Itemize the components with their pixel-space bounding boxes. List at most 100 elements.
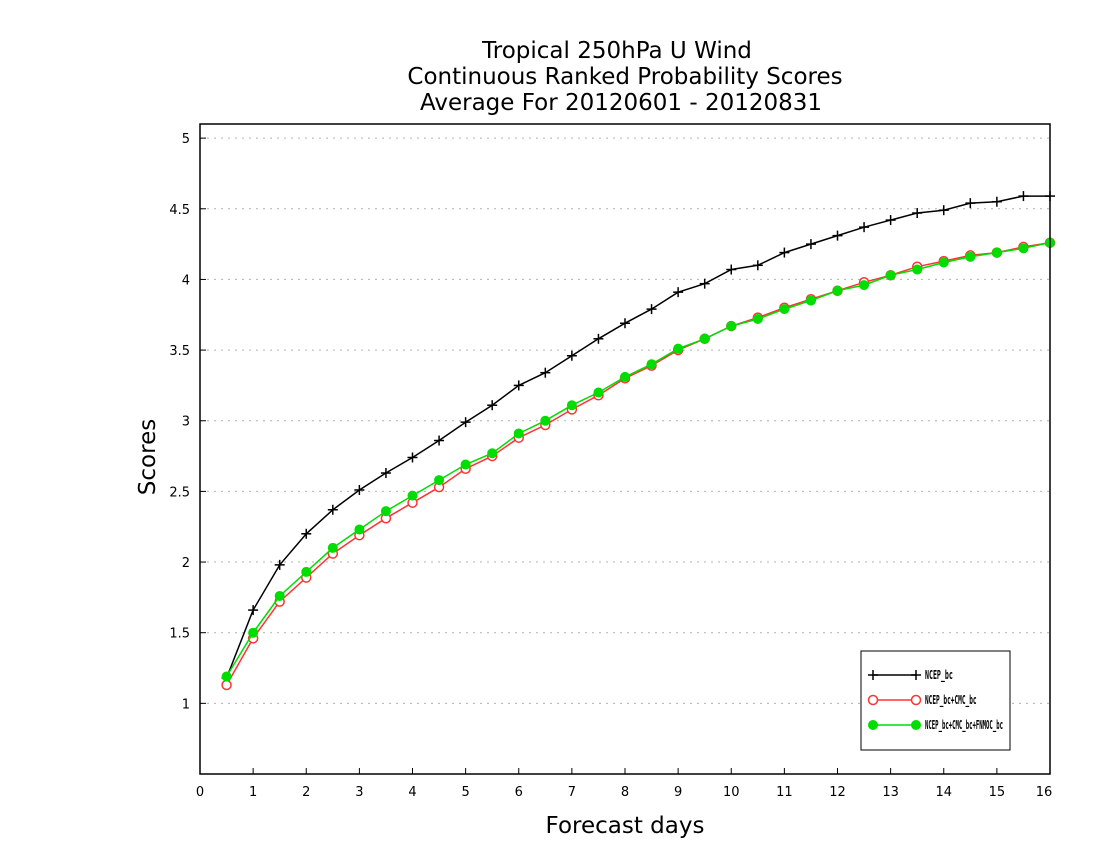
data-point (779, 304, 790, 315)
data-point (513, 380, 524, 391)
x-tick-label: 9 (674, 785, 682, 800)
legend-item-3: NCEP_bc+CMC_bc+FNMOC_bc (868, 718, 1003, 733)
x-tick-label: 0 (196, 785, 204, 800)
data-point (726, 321, 737, 332)
legend-marker-start (868, 720, 878, 730)
series-line-1 (225, 195, 1050, 679)
data-point (487, 448, 498, 459)
x-axis-label: Forecast days (546, 813, 705, 839)
data-point (460, 417, 471, 428)
data-point (540, 367, 551, 378)
data-point (699, 278, 710, 289)
chart-title-line-2: Continuous Ranked Probability Scores (407, 64, 842, 90)
legend-item-1: NCEP_bc (868, 668, 953, 683)
data-point (354, 484, 365, 495)
data-point (938, 205, 949, 216)
series-2 (221, 237, 1056, 691)
y-tick-label: 4.5 (169, 203, 190, 218)
x-tick-label: 15 (989, 785, 1006, 800)
data-point (646, 359, 657, 370)
data-point (673, 287, 684, 298)
y-axis-label: Scores (135, 419, 161, 495)
legend-marker-start (868, 670, 878, 680)
data-point (248, 627, 259, 638)
legend-label: NCEP_bc (925, 668, 953, 683)
series-line-3 (225, 241, 1051, 677)
legend-label: NCEP_bc+CMC_bc (925, 693, 977, 708)
data-point (434, 435, 445, 446)
x-tick-label: 2 (302, 785, 310, 800)
y-tick-label: 2 (182, 556, 190, 571)
y-tick-label: 4 (182, 273, 190, 288)
data-point (487, 400, 498, 411)
data-point (912, 264, 923, 275)
data-point (991, 196, 1002, 207)
data-point (832, 230, 843, 241)
x-tick-label: 16 (1036, 785, 1053, 800)
data-point (327, 504, 338, 515)
data-point (885, 215, 896, 226)
x-tick-label: 1 (249, 785, 257, 800)
data-point (965, 198, 976, 209)
data-point (274, 590, 285, 601)
x-tick-label: 10 (723, 785, 740, 800)
x-tick-label: 4 (408, 785, 416, 800)
data-point (885, 270, 896, 281)
data-point (646, 304, 657, 315)
data-point (1018, 191, 1029, 202)
x-tick-label: 11 (776, 785, 793, 800)
data-point (965, 251, 976, 262)
data-point (726, 264, 737, 275)
grid-lines (200, 137, 1050, 704)
legend: NCEP_bc NCEP_bc+CMC_bc NCEP_bc+CMC_bc+FNMO… (860, 650, 1011, 751)
x-tick-label: 12 (829, 785, 846, 800)
legend-item-2: NCEP_bc+CMC_bc (867, 693, 977, 708)
data-point (752, 314, 763, 324)
legend-marker-end (911, 670, 921, 680)
data-point (673, 343, 684, 354)
data-point (593, 387, 604, 398)
legend-marker-start (867, 694, 879, 706)
data-point (221, 671, 232, 682)
series-1 (221, 191, 1055, 683)
data-point (248, 605, 259, 616)
data-point (407, 452, 418, 463)
data-point (1018, 243, 1029, 254)
legend-label: NCEP_bc+CMC_bc+FNMOC_bc (925, 718, 1003, 733)
data-point (938, 257, 949, 268)
series-layer (221, 191, 1056, 691)
data-point (380, 468, 391, 479)
data-point (620, 371, 630, 382)
y-tick-label: 3.5 (169, 344, 190, 359)
data-point (380, 506, 391, 517)
y-tick-label: 1.5 (169, 627, 190, 642)
chart-titles: Tropical 250hPa U Wind Continuous Ranked… (407, 38, 842, 116)
x-tick-label: 14 (935, 785, 952, 800)
data-point (513, 428, 524, 439)
y-tick-label: 2.5 (169, 485, 190, 500)
data-point (859, 280, 870, 291)
data-point (832, 285, 843, 296)
y-tick-label: 1 (182, 697, 190, 712)
data-point (301, 528, 312, 539)
data-point (566, 350, 577, 361)
data-point (354, 524, 365, 535)
y-tick-label: 3 (182, 415, 190, 430)
data-point (407, 490, 418, 501)
legend-marker-end (911, 720, 921, 730)
x-tick-label: 3 (355, 785, 363, 800)
data-point (912, 208, 923, 219)
series-3 (221, 237, 1055, 682)
data-point (327, 542, 338, 553)
data-point (620, 318, 630, 329)
x-tick-label: 8 (621, 785, 629, 800)
data-point (434, 475, 445, 486)
chart-title-line-1: Tropical 250hPa U Wind (481, 38, 752, 64)
x-tick-label: 13 (882, 785, 899, 800)
x-tick-label: 6 (515, 785, 523, 800)
data-point (805, 239, 816, 250)
data-point (991, 247, 1002, 258)
x-tick-label: 7 (568, 785, 576, 800)
series-line-2 (225, 241, 1051, 686)
